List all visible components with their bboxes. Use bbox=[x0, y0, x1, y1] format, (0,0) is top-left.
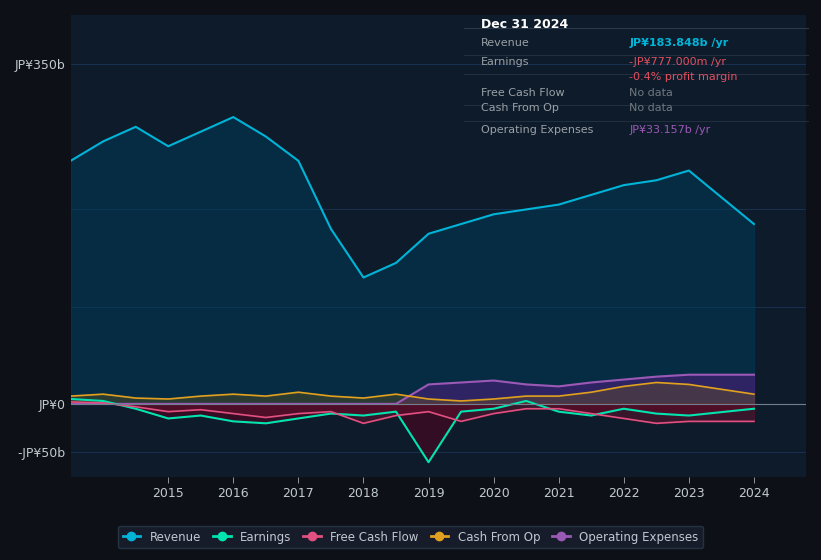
Text: -0.4% profit margin: -0.4% profit margin bbox=[630, 72, 738, 82]
Legend: Revenue, Earnings, Free Cash Flow, Cash From Op, Operating Expenses: Revenue, Earnings, Free Cash Flow, Cash … bbox=[118, 526, 703, 548]
Text: -JP¥777.000m /yr: -JP¥777.000m /yr bbox=[630, 57, 727, 67]
Text: JP¥183.848b /yr: JP¥183.848b /yr bbox=[630, 39, 728, 48]
Text: No data: No data bbox=[630, 88, 673, 99]
Text: Dec 31 2024: Dec 31 2024 bbox=[481, 18, 568, 31]
Text: No data: No data bbox=[630, 104, 673, 114]
Text: Cash From Op: Cash From Op bbox=[481, 104, 559, 114]
Text: Operating Expenses: Operating Expenses bbox=[481, 124, 594, 134]
Text: Earnings: Earnings bbox=[481, 57, 530, 67]
Text: Revenue: Revenue bbox=[481, 39, 530, 48]
Text: JP¥33.157b /yr: JP¥33.157b /yr bbox=[630, 124, 711, 134]
Text: Free Cash Flow: Free Cash Flow bbox=[481, 88, 565, 99]
